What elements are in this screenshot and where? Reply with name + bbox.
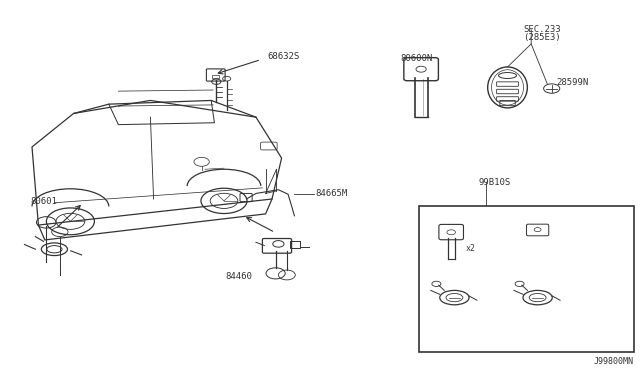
Text: 84665M: 84665M <box>316 189 348 198</box>
Bar <box>212 75 219 78</box>
Text: 28599N: 28599N <box>557 78 589 87</box>
Text: x2: x2 <box>465 244 476 253</box>
Text: 80601: 80601 <box>31 197 58 206</box>
Text: J99800MN: J99800MN <box>594 357 634 366</box>
Text: 68632S: 68632S <box>268 52 300 61</box>
Text: 99B10S: 99B10S <box>479 178 511 187</box>
Bar <box>290 241 300 248</box>
Text: (285E3): (285E3) <box>524 33 561 42</box>
Text: 84460: 84460 <box>225 272 252 280</box>
Text: SEC.233: SEC.233 <box>524 25 561 33</box>
Bar <box>419 206 634 352</box>
Text: 80600N: 80600N <box>401 54 433 63</box>
